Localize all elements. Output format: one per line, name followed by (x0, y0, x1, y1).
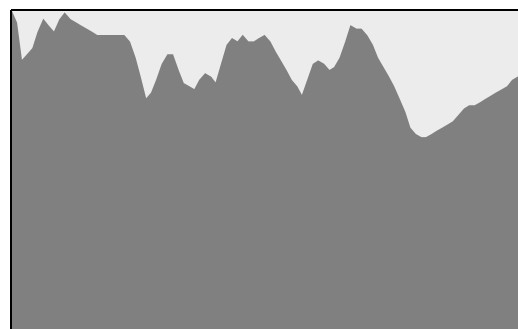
area-series (10, 9, 518, 329)
